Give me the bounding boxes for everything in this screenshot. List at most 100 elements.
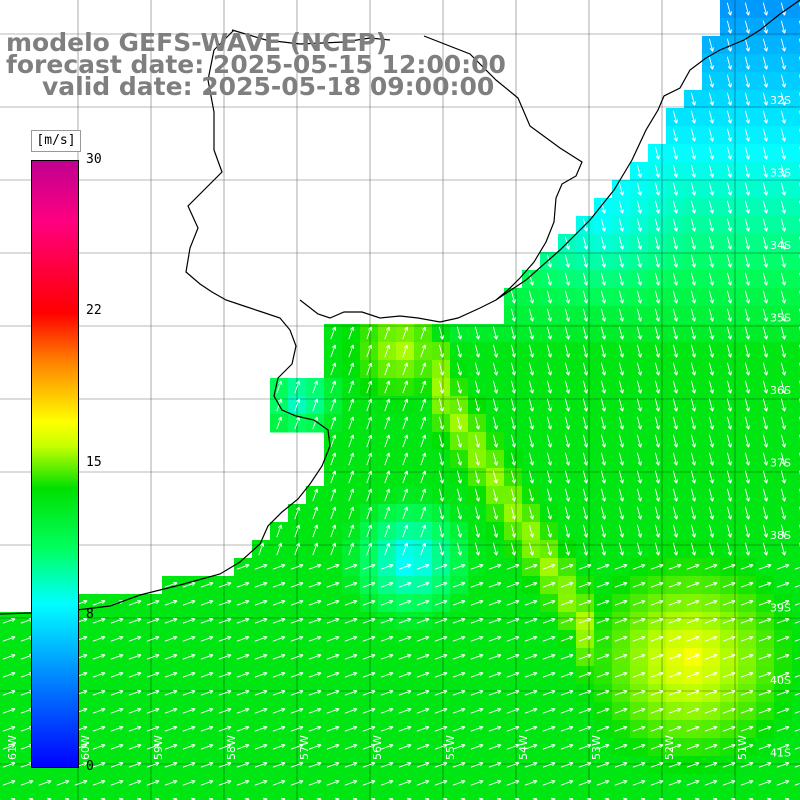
wind-speed-cell bbox=[792, 54, 800, 73]
wind-arrow bbox=[686, 743, 700, 750]
wind-arrow bbox=[474, 470, 480, 484]
wind-arrow bbox=[744, 344, 750, 358]
wind-arrow bbox=[650, 761, 664, 768]
wind-arrow bbox=[146, 689, 160, 696]
wind-arrow bbox=[578, 689, 592, 696]
wind-arrow bbox=[344, 707, 358, 714]
wind-arrow bbox=[564, 398, 570, 412]
wind-arrow bbox=[438, 452, 444, 466]
wind-arrow bbox=[510, 470, 516, 484]
wind-arrow bbox=[236, 743, 250, 750]
wind-arrow bbox=[618, 200, 624, 214]
wind-arrow bbox=[492, 452, 498, 466]
wind-arrow bbox=[402, 398, 409, 412]
colorbar-tick-22: 22 bbox=[86, 303, 102, 318]
wind-arrow bbox=[686, 725, 700, 732]
wind-arrow bbox=[654, 344, 660, 358]
wind-arrow bbox=[726, 236, 732, 250]
wind-arrow bbox=[636, 488, 642, 502]
wind-arrow bbox=[780, 326, 786, 340]
wind-arrow bbox=[780, 416, 786, 430]
wind-arrow bbox=[344, 635, 358, 642]
wind-arrow bbox=[434, 599, 448, 606]
lat-label: 38S bbox=[770, 529, 791, 542]
wind-arrow bbox=[366, 344, 373, 358]
wind-arrow bbox=[524, 707, 538, 714]
wind-arrow bbox=[708, 128, 714, 142]
wind-arrow bbox=[92, 689, 106, 696]
wind-arrow bbox=[564, 524, 570, 538]
wind-speed-cell bbox=[792, 432, 800, 451]
wind-arrow bbox=[708, 56, 714, 70]
wind-arrow bbox=[582, 362, 588, 376]
wind-arrow bbox=[582, 398, 588, 412]
wind-arrow bbox=[564, 272, 570, 286]
colorbar-tick-30: 30 bbox=[86, 152, 102, 167]
wind-arrow bbox=[762, 470, 768, 484]
wind-arrow bbox=[164, 653, 178, 660]
wind-arrow bbox=[330, 434, 337, 448]
wind-arrow bbox=[726, 326, 732, 340]
wind-speed-cell bbox=[594, 792, 613, 800]
wind-arrow bbox=[708, 254, 714, 268]
wind-arrow bbox=[366, 542, 373, 556]
wind-arrow bbox=[744, 290, 750, 304]
wind-arrow bbox=[762, 398, 768, 412]
wind-arrow bbox=[182, 743, 196, 750]
wind-arrow bbox=[758, 671, 772, 678]
wind-arrow bbox=[420, 524, 427, 538]
wind-arrow bbox=[762, 290, 768, 304]
wind-arrow bbox=[492, 398, 498, 412]
wind-arrow bbox=[254, 707, 268, 714]
wind-arrow bbox=[380, 725, 394, 732]
wind-arrow bbox=[546, 398, 552, 412]
wind-speed-cell bbox=[792, 360, 800, 379]
wind-arrow bbox=[672, 128, 678, 142]
wind-arrow bbox=[384, 506, 391, 520]
wind-arrow bbox=[528, 470, 534, 484]
wind-arrow bbox=[740, 689, 754, 696]
wind-speed-cell bbox=[450, 792, 469, 800]
wind-arrow bbox=[672, 236, 678, 250]
wind-arrow bbox=[758, 653, 772, 660]
wind-arrow bbox=[456, 488, 462, 502]
wind-arrow bbox=[272, 653, 286, 660]
wind-arrow bbox=[182, 689, 196, 696]
wind-arrow bbox=[632, 725, 646, 732]
wind-arrow bbox=[780, 254, 786, 268]
wind-arrow bbox=[740, 743, 754, 750]
wind-speed-cell bbox=[792, 342, 800, 361]
lon-label: 55W bbox=[444, 735, 457, 760]
wind-arrow bbox=[762, 416, 768, 430]
wind-arrow bbox=[380, 635, 394, 642]
wind-arrow bbox=[362, 635, 376, 642]
wind-arrow bbox=[654, 182, 660, 196]
wind-arrow bbox=[744, 506, 750, 520]
wind-arrow bbox=[686, 635, 700, 642]
wind-arrow bbox=[542, 689, 556, 696]
wind-arrow bbox=[456, 416, 462, 430]
wind-arrow bbox=[726, 380, 732, 394]
wind-arrow bbox=[110, 761, 124, 768]
wind-arrow bbox=[452, 689, 466, 696]
wind-speed-cell bbox=[792, 396, 800, 415]
wind-arrow bbox=[708, 146, 714, 160]
wind-arrow bbox=[708, 218, 714, 232]
wind-arrow bbox=[650, 779, 664, 786]
wind-arrow bbox=[290, 707, 304, 714]
wind-arrow bbox=[654, 236, 660, 250]
colorbar bbox=[31, 160, 79, 768]
wind-arrow bbox=[704, 581, 718, 588]
wind-arrow bbox=[690, 236, 696, 250]
wind-arrow bbox=[596, 779, 610, 786]
wind-arrow bbox=[524, 581, 538, 588]
wind-arrow bbox=[794, 602, 800, 606]
wind-arrow bbox=[420, 434, 427, 448]
wind-arrow bbox=[542, 761, 556, 768]
wind-arrow bbox=[740, 581, 754, 588]
wind-arrow bbox=[780, 110, 786, 124]
wind-arrow bbox=[456, 344, 462, 358]
wind-arrow bbox=[546, 434, 552, 448]
wind-arrow bbox=[236, 725, 250, 732]
wind-arrow bbox=[330, 398, 337, 412]
